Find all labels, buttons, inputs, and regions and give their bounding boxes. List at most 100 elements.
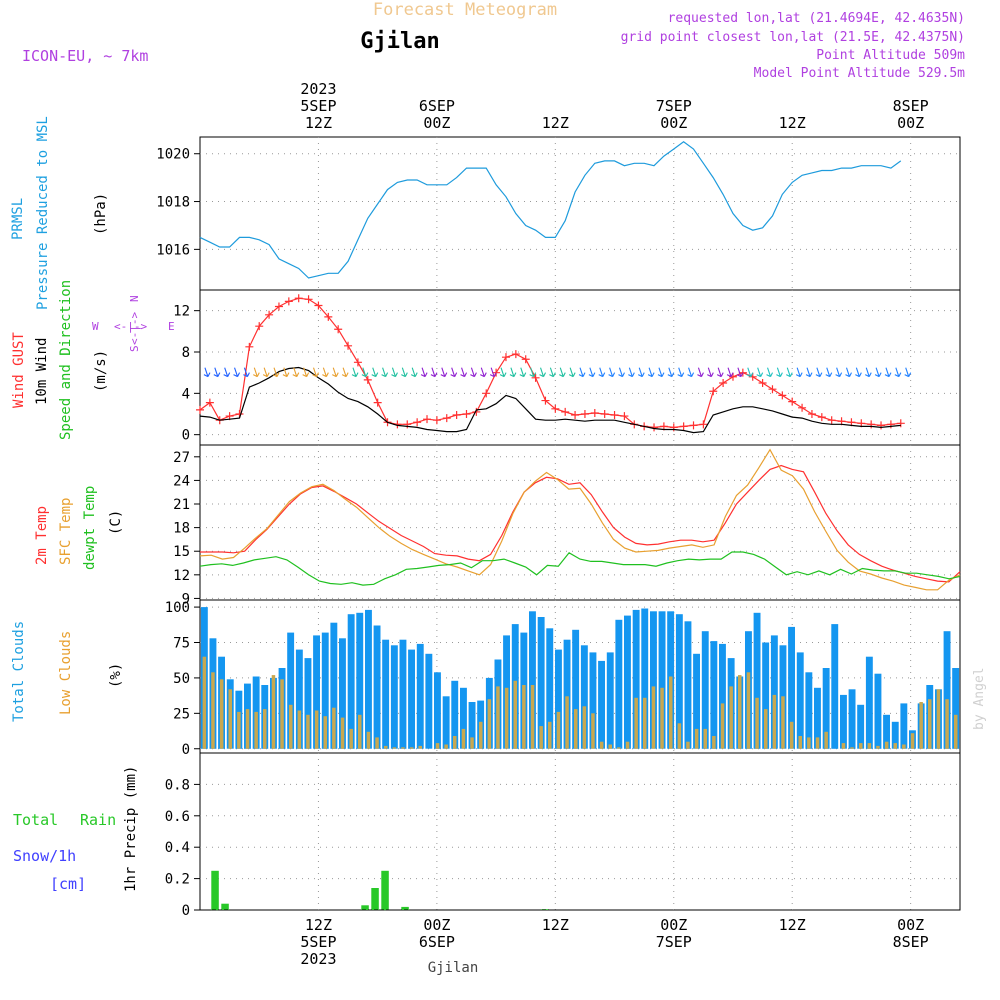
low-cloud-bar [418,745,422,749]
compass-n: N [128,295,141,302]
wind-10m-label: 10m Wind [34,338,50,405]
wind-arrow [371,367,379,378]
wind-arrow [707,367,714,378]
low-cloud-bar [859,743,863,749]
low-cloud-bar [712,736,716,749]
total-cloud-bar [641,608,649,749]
gust-marker [807,410,816,418]
bottom-time-label: 00Z [423,916,450,934]
low-cloud-bar [608,744,612,749]
total-cloud-bar [425,653,433,749]
gust-marker [600,410,609,418]
low-cloud-bar [582,706,587,749]
y-tick-label: 0 [182,742,190,758]
total-cloud-bar [468,702,476,749]
gust-marker [294,294,303,303]
series-line-dewpt-temp [199,551,961,586]
gust-marker [442,414,451,423]
pressure-unit: (hPa) [93,193,109,235]
snow-unit-label: [cm] [50,875,86,893]
total-cloud-bar [770,635,778,749]
wind-arrow [322,367,329,378]
total-cloud-bar [321,632,329,749]
total-cloud-bar [416,643,424,749]
wind-arrow [884,367,892,378]
low-clouds-label: Low Clouds [58,631,74,715]
prmsl-label: PRMSL [10,198,26,240]
wind-arrow [657,367,665,378]
gridpoint-coords: grid point closest lon,lat (21.5E, 42.43… [621,30,965,45]
wind-arrow [233,367,241,378]
low-cloud-bar [720,703,725,749]
low-cloud-bar [366,731,371,749]
rain-bar [211,870,219,911]
low-cloud-bar [263,709,267,749]
low-cloud-bar [409,747,414,749]
total-cloud-bar [831,624,839,749]
wind-arrow [618,367,625,378]
total-cloud-bar [580,645,588,749]
wind-arrow [213,367,221,378]
gust-marker [245,342,254,351]
gust-marker [284,297,293,306]
low-cloud-bar [617,747,621,749]
low-cloud-bar [530,685,535,749]
gust-marker [551,404,560,413]
low-cloud-bar [945,699,949,749]
total-cloud-bar [900,703,908,749]
wind-arrow [243,367,250,378]
total-cloud-bar [356,612,364,749]
low-cloud-bar [375,737,379,749]
compass-w: W [92,320,99,333]
low-cloud-bar [703,728,707,749]
gust-marker [817,413,826,422]
low-cloud-bar [902,744,906,749]
rain-bar [401,906,409,910]
wind-arrow [766,367,774,378]
low-cloud-bar [401,747,405,749]
series-line-prmsl [199,141,902,279]
wind-arrow [480,367,487,378]
low-cloud-bar [764,709,768,749]
series-line-sfc-temp [199,448,961,591]
gust-marker [531,373,540,382]
low-cloud-bar [599,741,604,749]
low-cloud-bar [867,743,872,749]
low-cloud-bar [694,728,699,749]
low-cloud-bar [211,672,215,749]
y-tick-label: 75 [173,636,190,652]
gust-marker [719,379,728,387]
wind-arrow [499,367,507,378]
wind-arrow [786,367,793,378]
top-time-label: 6SEP [419,97,455,115]
watermark: by Angel [972,667,987,730]
wind-arrow [470,367,477,378]
gust-marker [472,407,481,416]
total-cloud-bar [442,696,450,749]
gust-marker [304,295,313,304]
wind-arrow [391,367,398,378]
low-cloud-bar [746,672,751,749]
bottom-time-label: 7SEP [656,933,692,951]
wind-arrow [262,367,270,378]
low-cloud-bar [772,694,777,749]
low-cloud-bar [556,711,561,749]
y-tick-label: 50 [173,671,190,687]
wind-arrow [855,367,862,378]
panel-frame [199,444,961,601]
low-cloud-bar [738,675,742,749]
low-cloud-bar [591,713,595,749]
low-cloud-bar [884,741,889,749]
total-cloud-bar [701,631,709,749]
low-cloud-bar [850,747,854,749]
y-tick-label: 21 [173,497,190,513]
wind-arrow [529,367,537,378]
low-cloud-bar [807,737,811,749]
low-cloud-bar [358,714,362,749]
wind-arrow [628,367,635,378]
low-cloud-bar [729,686,733,749]
rain-bar [381,870,389,911]
low-cloud-bar [513,680,517,749]
gust-marker [324,312,333,321]
